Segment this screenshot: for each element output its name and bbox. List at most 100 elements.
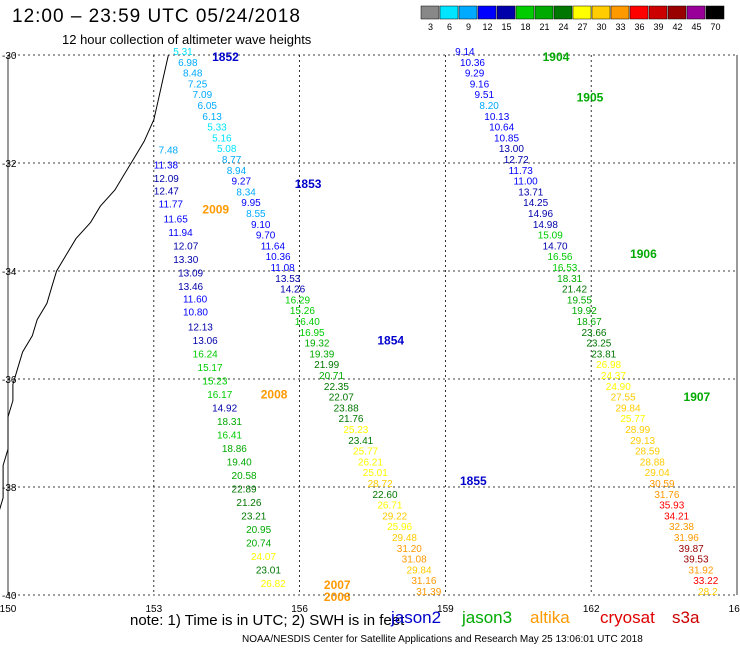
swh-label: 11.60 [183,294,208,305]
swh-label: 12.13 [188,322,213,333]
colorbar-swatch [515,5,535,20]
swh-label: 33.22 [693,576,718,587]
swh-label: 14.70 [543,241,568,252]
x-tick-label: 162 [583,604,600,615]
swh-label: 11.38 [154,160,179,171]
swh-label: 13.09 [178,268,203,279]
colorbar-tick-label: 18 [520,22,530,32]
swh-label: 11.65 [164,214,189,225]
swh-label: 9.10 [251,220,271,231]
swh-label: 28.2 [698,587,718,598]
swh-label: 23.01 [256,565,281,576]
footer-note: note: 1) Time is in UTC; 2) SWH is in fe… [130,612,405,629]
swh-label: 8.48 [183,69,203,80]
colorbar-swatch [477,5,497,20]
x-tick-label: 150 [0,604,17,615]
axis-tick-labels: 150 153 156 159 162 165 -30 -32 -34 -36 -38 -40 [0,51,740,615]
time-label: 1907 [684,390,711,404]
swh-label: 16.56 [547,252,572,263]
swh-label: 9.16 [470,79,490,90]
swh-label: 19.40 [227,457,252,468]
swh-label: 24.07 [251,552,276,563]
swh-label: 11.08 [270,263,295,274]
swh-label: 13.06 [193,336,218,347]
time-label: 1853 [295,177,322,191]
swh-label: 13.71 [518,187,543,198]
time-label: 2006 [324,590,351,604]
x-tick-label: 153 [145,604,162,615]
swh-label: 9.95 [241,198,261,209]
swh-label: 13.00 [499,144,524,155]
swh-label: 29.84 [616,403,641,414]
swh-label: 18.86 [222,444,247,455]
y-tick-label: -34 [2,267,17,278]
swh-label: 16.40 [295,317,320,328]
swh-label: 22.89 [232,484,257,495]
swh-label: 15.17 [198,363,223,374]
track-jason3: 9.1410.369.299.169.518.2010.1310.6410.85… [455,47,719,598]
x-tick-label: 156 [291,604,308,615]
swh-label: 16.41 [217,430,242,441]
coastline [0,54,169,511]
swh-label: 14.92 [212,403,237,414]
swh-label: 14.98 [533,220,558,231]
swh-label: 27.55 [611,393,636,404]
swh-label: 25.77 [353,447,378,458]
swh-label: 34.21 [664,511,689,522]
swh-label: 10.80 [183,307,208,318]
colorbar-tick-label: 6 [447,22,452,32]
swh-label: 5.31 [173,47,193,58]
swh-label: 12.07 [173,241,198,252]
swh-label: 28.99 [625,425,650,436]
y-tick-label: -32 [2,159,17,170]
swh-label: 21.99 [314,360,339,371]
swh-label: 26.82 [261,579,286,590]
swh-label: 24.90 [606,382,631,393]
colorbar-swatch [553,5,573,20]
swh-label: 6.13 [202,112,222,123]
swh-label: 31.16 [411,576,436,587]
swh-label: 13.46 [178,282,203,293]
swh-label: 28.88 [640,457,665,468]
swh-label: 24.37 [601,371,626,382]
swh-label: 31.76 [654,490,679,501]
legend-altika: altika [530,608,570,627]
colorbar-tick-label: 45 [691,22,701,32]
time-label: 1854 [377,334,404,348]
swh-label: 8.77 [222,155,242,166]
swh-label: 16.53 [552,263,577,274]
swh-label: 11.77 [159,199,184,210]
colorbar-swatch [610,5,630,20]
swh-label: 16.95 [300,328,325,339]
colorbar-swatch [572,5,592,20]
colorbar-tick-label: 3 [428,22,433,32]
swh-label: 29.48 [392,533,417,544]
swh-label: 29.04 [645,468,670,479]
swh-label: 16.29 [285,295,310,306]
colorbar-swatch [458,5,478,20]
swh-label: 18.31 [557,274,582,285]
swh-label: 30.59 [650,479,675,490]
swh-label: 12.72 [504,155,529,166]
swh-label: 31.92 [688,565,713,576]
swh-label: 23.25 [586,339,611,350]
swh-label: 26.71 [377,501,402,512]
colorbar-swatch [667,5,687,20]
swh-label: 10.64 [489,123,514,134]
legend-jason3: jason3 [462,608,513,627]
swh-label: 23.21 [241,511,266,522]
swh-label: 20.95 [246,525,271,536]
swh-label: 20.58 [232,471,257,482]
swh-label: 39.53 [684,555,709,566]
swh-label: 18.67 [577,317,602,328]
colorbar-swatch [496,5,516,20]
swh-label: 22.35 [324,382,349,393]
swh-label: 29.13 [630,436,655,447]
swh-label: 14.96 [528,209,553,220]
colorbar-tick-label: 70 [710,22,720,32]
colorbar-tick-label: 15 [501,22,511,32]
swh-label: 29.22 [382,511,407,522]
swh-label: 9.51 [475,90,495,101]
colorbar-tick-label: 27 [577,22,587,32]
